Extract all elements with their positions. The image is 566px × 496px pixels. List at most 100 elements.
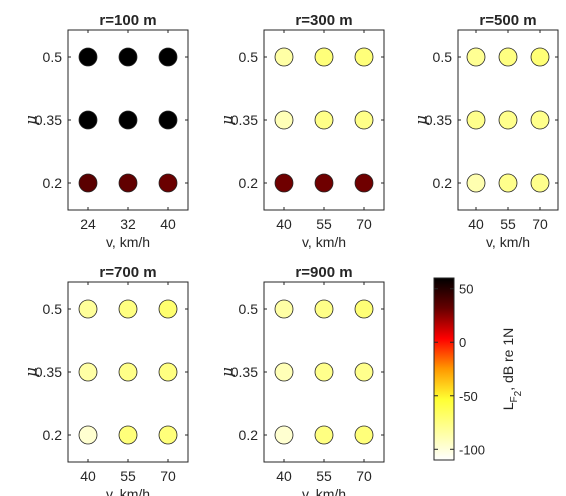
- panel-title: r=300 m: [295, 12, 352, 29]
- data-point: [354, 362, 374, 382]
- data-point: [314, 425, 334, 445]
- y-axis-label: μ: [218, 367, 236, 377]
- x-axis-label: v, km/h: [302, 234, 346, 250]
- x-tick-label: 70: [356, 216, 372, 232]
- y-tick-label: 0.35: [35, 364, 62, 380]
- x-tick-label: 40: [160, 216, 176, 232]
- x-tick-label: 70: [356, 468, 372, 484]
- data-point: [354, 47, 374, 67]
- data-point: [530, 47, 550, 67]
- x-tick-label: 40: [276, 216, 292, 232]
- data-point: [118, 173, 138, 193]
- data-point: [118, 299, 138, 319]
- x-tick-label: 40: [276, 468, 292, 484]
- data-point: [314, 47, 334, 67]
- y-tick-label: 0.5: [43, 301, 63, 317]
- colorbar-tick-label: 50: [459, 282, 473, 297]
- panel-r300: r=300 m 40 55 70 0.2 0.35 0.5 v, km/h μ: [218, 12, 385, 250]
- x-axis-label: v, km/h: [106, 486, 150, 496]
- data-point: [158, 362, 178, 382]
- y-tick-label: 0.5: [239, 49, 259, 65]
- y-tick-label: 0.2: [43, 427, 63, 443]
- x-axis-label: v, km/h: [302, 486, 346, 496]
- y-tick-label: 0.5: [433, 49, 453, 65]
- y-tick-label: 0.2: [43, 175, 63, 191]
- y-tick-label: 0.35: [425, 112, 452, 128]
- data-point: [274, 47, 294, 67]
- panel-r100: r=100 m 24 32 40 0.2 0.35 0.5 v, km/h μ: [22, 12, 189, 250]
- data-point: [354, 110, 374, 130]
- colorbar-tick-label: 0: [459, 335, 466, 350]
- data-point: [158, 299, 178, 319]
- x-tick-label: 55: [500, 216, 516, 232]
- panel-title: r=700 m: [99, 264, 156, 281]
- data-point: [158, 425, 178, 445]
- data-point: [118, 110, 138, 130]
- x-tick-label: 70: [532, 216, 548, 232]
- colorbar: 50 0 -50 -100 LF2, dB re 1N: [433, 277, 524, 461]
- data-point: [314, 173, 334, 193]
- data-point: [354, 299, 374, 319]
- x-tick-label: 40: [80, 468, 96, 484]
- x-tick-label: 24: [80, 216, 96, 232]
- data-point: [158, 110, 178, 130]
- data-point: [274, 362, 294, 382]
- data-point: [274, 173, 294, 193]
- panel-r500: r=500 m 40 55 70 0.2 0.35 0.5 v, km/h μ: [412, 12, 559, 250]
- x-tick-label: 40: [468, 216, 484, 232]
- panel-title: r=500 m: [479, 12, 536, 29]
- data-point: [314, 299, 334, 319]
- colorbar-gradient: [433, 277, 455, 461]
- data-point: [158, 173, 178, 193]
- data-point: [78, 47, 98, 67]
- data-point: [314, 110, 334, 130]
- data-point: [354, 425, 374, 445]
- data-point: [78, 110, 98, 130]
- x-tick-label: 70: [160, 468, 176, 484]
- y-tick-label: 0.5: [239, 301, 259, 317]
- x-tick-label: 55: [120, 468, 136, 484]
- data-point: [530, 173, 550, 193]
- data-point: [498, 47, 518, 67]
- data-point: [118, 362, 138, 382]
- panel-title: r=100 m: [99, 12, 156, 29]
- y-axis-label: μ: [22, 115, 40, 125]
- y-tick-label: 0.2: [239, 427, 259, 443]
- panel-r700: r=700 m 40 55 70 0.2 0.35 0.5 v, km/h μ: [22, 264, 189, 496]
- data-point: [158, 47, 178, 67]
- data-point: [498, 110, 518, 130]
- data-point: [354, 173, 374, 193]
- x-axis-label: v, km/h: [106, 234, 150, 250]
- panel-r900: r=900 m 40 55 70 0.2 0.35 0.5 v, km/h μ: [218, 264, 385, 496]
- data-point: [274, 425, 294, 445]
- data-point: [466, 173, 486, 193]
- data-point: [466, 110, 486, 130]
- y-axis-label: μ: [22, 367, 40, 377]
- data-point: [78, 299, 98, 319]
- y-tick-label: 0.35: [231, 364, 258, 380]
- x-tick-label: 32: [120, 216, 136, 232]
- y-tick-label: 0.5: [43, 49, 63, 65]
- data-point: [530, 110, 550, 130]
- data-point: [274, 299, 294, 319]
- data-point: [274, 110, 294, 130]
- y-tick-label: 0.2: [239, 175, 259, 191]
- x-axis-label: v, km/h: [486, 234, 530, 250]
- x-tick-label: 55: [316, 468, 332, 484]
- colorbar-label: LF2, dB re 1N: [500, 328, 524, 411]
- data-point: [314, 362, 334, 382]
- y-tick-label: 0.35: [35, 112, 62, 128]
- colorbar-tick-label: -100: [459, 442, 485, 457]
- data-point: [78, 425, 98, 445]
- y-tick-label: 0.35: [231, 112, 258, 128]
- data-point: [498, 173, 518, 193]
- x-tick-label: 55: [316, 216, 332, 232]
- y-axis-label: μ: [218, 115, 236, 125]
- panel-title: r=900 m: [295, 264, 352, 281]
- colorbar-ticks: 50 0 -50 -100: [434, 282, 485, 457]
- colorbar-tick-label: -50: [459, 389, 478, 404]
- data-point: [118, 425, 138, 445]
- data-point: [78, 173, 98, 193]
- data-point: [78, 362, 98, 382]
